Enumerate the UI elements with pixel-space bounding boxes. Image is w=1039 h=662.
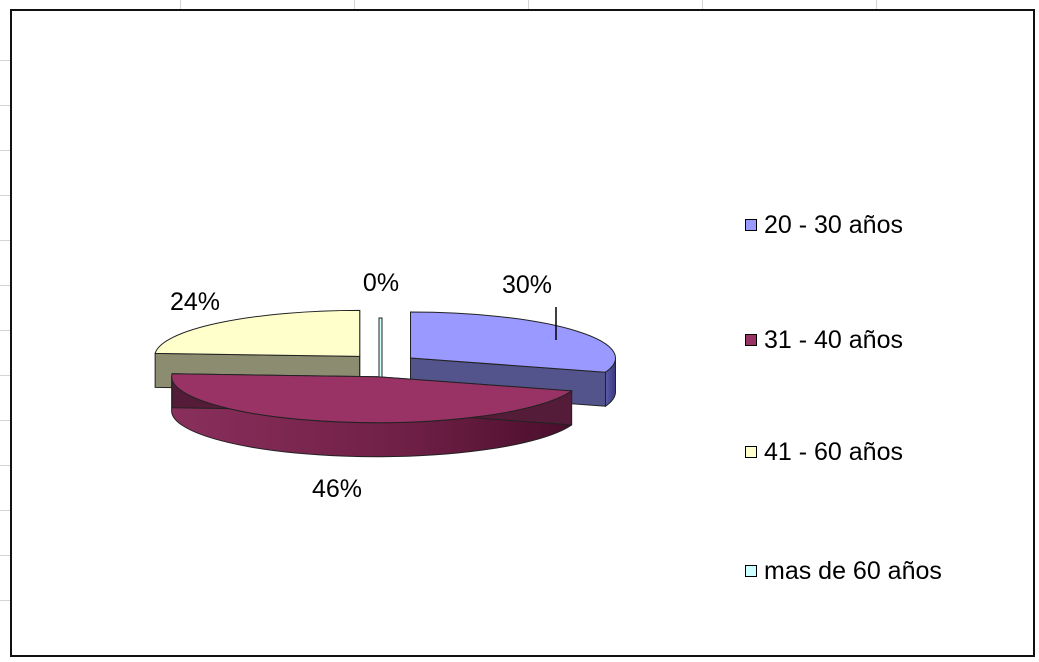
row-gridline xyxy=(0,510,10,511)
legend-swatch xyxy=(745,334,757,346)
column-gridline xyxy=(180,0,181,10)
slice-41-60-top[interactable] xyxy=(154,309,361,357)
row-gridline xyxy=(0,330,10,331)
data-label-slice-20-30: 30% xyxy=(502,271,552,299)
row-gridline xyxy=(0,420,10,421)
column-gridline xyxy=(876,0,877,10)
data-label-slice-31-40: 46% xyxy=(312,475,362,503)
column-gridline xyxy=(702,0,703,10)
slice-31-40-top[interactable] xyxy=(171,373,574,424)
legend-item-41-60: 41 - 60 años xyxy=(745,437,903,467)
column-gridline xyxy=(354,0,355,10)
row-gridline xyxy=(0,600,10,601)
column-gridline xyxy=(528,0,529,10)
row-gridline xyxy=(0,375,10,376)
legend-item-31-40: 31 - 40 años xyxy=(745,325,903,355)
slice-mas-60-sliver[interactable] xyxy=(378,317,383,381)
legend-swatch xyxy=(745,565,757,577)
data-label-slice-mas-60: 0% xyxy=(363,269,399,297)
row-gridline xyxy=(0,150,10,151)
legend-item-mas-60: mas de 60 años xyxy=(745,556,942,586)
legend-swatch xyxy=(745,219,757,231)
legend-swatch xyxy=(745,446,757,458)
row-gridline xyxy=(0,555,10,556)
slice-20-30-top[interactable] xyxy=(410,311,616,373)
row-gridline xyxy=(0,60,10,61)
chart-area[interactable] xyxy=(10,9,1035,657)
data-label-slice-41-60: 24% xyxy=(170,288,220,316)
legend-label: mas de 60 años xyxy=(764,556,942,585)
row-gridline xyxy=(0,240,10,241)
row-gridline xyxy=(0,465,10,466)
legend-label: 31 - 40 años xyxy=(764,325,903,354)
row-gridline xyxy=(0,285,10,286)
row-gridline xyxy=(0,105,10,106)
row-gridline xyxy=(0,195,10,196)
legend-item-20-30: 20 - 30 años xyxy=(745,210,903,240)
legend-label: 41 - 60 años xyxy=(764,437,903,466)
legend-label: 20 - 30 años xyxy=(764,210,903,239)
